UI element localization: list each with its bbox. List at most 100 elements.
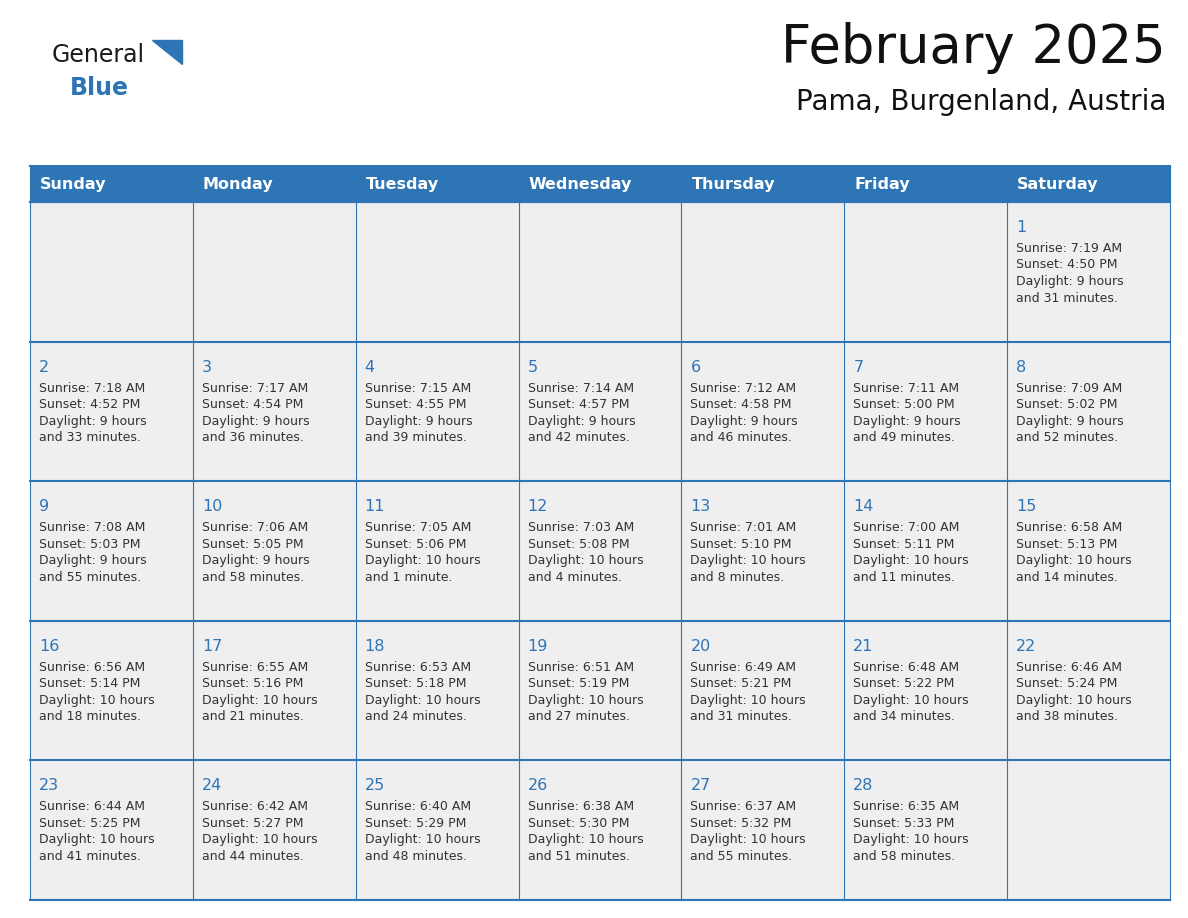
Bar [845, 341, 1007, 481]
Text: Daylight: 9 hours: Daylight: 9 hours [1016, 415, 1124, 428]
Bar [845, 481, 1007, 621]
Text: Sunset: 5:08 PM: Sunset: 5:08 PM [527, 538, 630, 551]
Text: Sunset: 5:27 PM: Sunset: 5:27 PM [202, 817, 303, 830]
Text: Daylight: 9 hours: Daylight: 9 hours [39, 554, 146, 567]
Text: Sunrise: 7:09 AM: Sunrise: 7:09 AM [1016, 382, 1123, 395]
Text: 14: 14 [853, 499, 873, 514]
Bar [519, 481, 682, 621]
Text: and 24 minutes.: and 24 minutes. [365, 711, 467, 723]
Bar [1007, 341, 1170, 481]
Text: Sunrise: 7:14 AM: Sunrise: 7:14 AM [527, 382, 633, 395]
Text: Daylight: 9 hours: Daylight: 9 hours [202, 415, 310, 428]
Text: 21: 21 [853, 639, 873, 654]
Text: Sunset: 5:18 PM: Sunset: 5:18 PM [365, 677, 466, 690]
Text: Sunset: 5:30 PM: Sunset: 5:30 PM [527, 817, 630, 830]
Text: February 2025: February 2025 [782, 22, 1165, 74]
Text: Sunrise: 6:56 AM: Sunrise: 6:56 AM [39, 661, 145, 674]
Text: and 49 minutes.: and 49 minutes. [853, 431, 955, 444]
Text: and 11 minutes.: and 11 minutes. [853, 571, 955, 584]
Text: Sunset: 5:03 PM: Sunset: 5:03 PM [39, 538, 140, 551]
Bar [355, 621, 519, 760]
Text: 13: 13 [690, 499, 710, 514]
Text: Saturday: Saturday [1017, 176, 1099, 192]
Text: Daylight: 10 hours: Daylight: 10 hours [690, 834, 805, 846]
Bar [30, 621, 192, 760]
Text: Daylight: 10 hours: Daylight: 10 hours [853, 834, 969, 846]
Text: Sunday: Sunday [40, 176, 107, 192]
Text: Sunset: 4:55 PM: Sunset: 4:55 PM [365, 398, 466, 411]
Text: Sunset: 4:50 PM: Sunset: 4:50 PM [1016, 259, 1118, 272]
Text: Sunrise: 7:06 AM: Sunrise: 7:06 AM [202, 521, 308, 534]
Text: and 55 minutes.: and 55 minutes. [39, 571, 141, 584]
Text: Sunset: 5:00 PM: Sunset: 5:00 PM [853, 398, 955, 411]
Text: Daylight: 9 hours: Daylight: 9 hours [690, 415, 798, 428]
Bar [1007, 481, 1170, 621]
Text: Daylight: 10 hours: Daylight: 10 hours [39, 834, 154, 846]
Bar [30, 202, 192, 341]
Text: Sunrise: 6:58 AM: Sunrise: 6:58 AM [1016, 521, 1123, 534]
Bar [355, 760, 519, 900]
Bar [845, 202, 1007, 341]
Text: Blue: Blue [70, 76, 129, 100]
Text: Sunrise: 6:46 AM: Sunrise: 6:46 AM [1016, 661, 1123, 674]
Text: Sunset: 5:32 PM: Sunset: 5:32 PM [690, 817, 792, 830]
Text: Daylight: 9 hours: Daylight: 9 hours [1016, 275, 1124, 288]
Text: 26: 26 [527, 778, 548, 793]
Bar [192, 202, 355, 341]
Text: Wednesday: Wednesday [529, 176, 632, 192]
Bar [192, 341, 355, 481]
Text: 6: 6 [690, 360, 701, 375]
Text: Sunset: 5:29 PM: Sunset: 5:29 PM [365, 817, 466, 830]
Text: 1: 1 [1016, 220, 1026, 235]
Text: 23: 23 [39, 778, 59, 793]
Text: and 46 minutes.: and 46 minutes. [690, 431, 792, 444]
Text: Daylight: 10 hours: Daylight: 10 hours [527, 834, 643, 846]
Text: 7: 7 [853, 360, 864, 375]
Text: Sunrise: 7:01 AM: Sunrise: 7:01 AM [690, 521, 797, 534]
Text: and 14 minutes.: and 14 minutes. [1016, 571, 1118, 584]
Text: Sunrise: 6:53 AM: Sunrise: 6:53 AM [365, 661, 470, 674]
Text: and 38 minutes.: and 38 minutes. [1016, 711, 1118, 723]
Bar [682, 341, 845, 481]
Text: Sunrise: 6:55 AM: Sunrise: 6:55 AM [202, 661, 308, 674]
Bar [355, 202, 519, 341]
Text: Sunrise: 7:19 AM: Sunrise: 7:19 AM [1016, 242, 1123, 255]
Text: 19: 19 [527, 639, 548, 654]
Text: Daylight: 9 hours: Daylight: 9 hours [39, 415, 146, 428]
Text: and 18 minutes.: and 18 minutes. [39, 711, 141, 723]
Text: 20: 20 [690, 639, 710, 654]
Text: Monday: Monday [203, 176, 273, 192]
Bar [519, 760, 682, 900]
Bar [30, 481, 192, 621]
Text: and 42 minutes.: and 42 minutes. [527, 431, 630, 444]
Text: Daylight: 10 hours: Daylight: 10 hours [527, 554, 643, 567]
Text: Sunrise: 6:40 AM: Sunrise: 6:40 AM [365, 800, 470, 813]
Text: Pama, Burgenland, Austria: Pama, Burgenland, Austria [796, 88, 1165, 116]
Text: and 51 minutes.: and 51 minutes. [527, 850, 630, 863]
Text: Sunset: 4:54 PM: Sunset: 4:54 PM [202, 398, 303, 411]
Text: Sunrise: 7:17 AM: Sunrise: 7:17 AM [202, 382, 308, 395]
Text: and 4 minutes.: and 4 minutes. [527, 571, 621, 584]
Text: Sunrise: 7:12 AM: Sunrise: 7:12 AM [690, 382, 796, 395]
Text: Sunrise: 6:49 AM: Sunrise: 6:49 AM [690, 661, 796, 674]
Text: Sunrise: 7:15 AM: Sunrise: 7:15 AM [365, 382, 470, 395]
Text: and 36 minutes.: and 36 minutes. [202, 431, 304, 444]
Text: Sunset: 4:58 PM: Sunset: 4:58 PM [690, 398, 792, 411]
Text: 9: 9 [39, 499, 49, 514]
Bar [192, 621, 355, 760]
Text: 8: 8 [1016, 360, 1026, 375]
Text: Sunrise: 6:42 AM: Sunrise: 6:42 AM [202, 800, 308, 813]
Text: Sunrise: 6:51 AM: Sunrise: 6:51 AM [527, 661, 633, 674]
Text: Sunset: 5:05 PM: Sunset: 5:05 PM [202, 538, 303, 551]
Text: Daylight: 10 hours: Daylight: 10 hours [690, 554, 805, 567]
Text: Daylight: 9 hours: Daylight: 9 hours [853, 415, 961, 428]
Text: 28: 28 [853, 778, 873, 793]
Bar [519, 621, 682, 760]
Text: 17: 17 [202, 639, 222, 654]
Bar [845, 621, 1007, 760]
Bar [519, 341, 682, 481]
Text: Daylight: 10 hours: Daylight: 10 hours [853, 694, 969, 707]
Text: Sunset: 5:11 PM: Sunset: 5:11 PM [853, 538, 955, 551]
Text: 24: 24 [202, 778, 222, 793]
Text: 11: 11 [365, 499, 385, 514]
